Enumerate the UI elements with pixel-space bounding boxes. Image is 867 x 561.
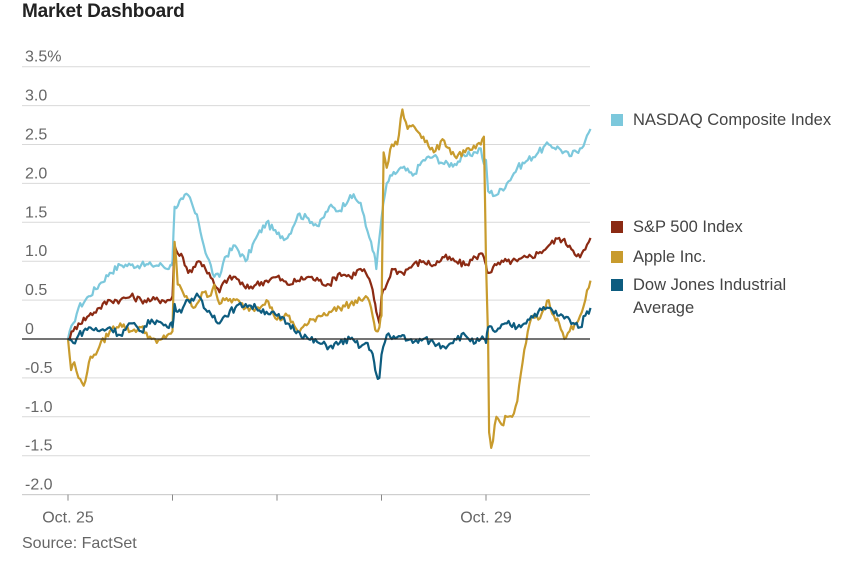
y-tick-label: -1.0 (25, 399, 53, 416)
y-tick-label: -1.5 (25, 438, 53, 455)
series-line-3 (66, 108, 592, 449)
y-tick-label: -0.5 (25, 360, 53, 377)
y-axis-ticks: 3.5% 3.0 2.5 2.0 1.5 1.0 0.5 0 -0.5 -1.0 -1.5 -2.0 (25, 49, 61, 494)
series-line-4 (67, 292, 592, 380)
y-tick-label: 3.0 (25, 88, 47, 105)
x-axis: Oct. 25 Oct. 29 (22, 494, 590, 527)
y-tick-label: 0 (25, 321, 34, 338)
y-tick-label: -2.0 (25, 477, 53, 494)
y-tick-label: 2.0 (25, 165, 47, 182)
legend-label-apple: Apple Inc. (633, 248, 707, 266)
y-tick-label: 1.5 (25, 204, 47, 221)
chart-title: Market Dashboard (22, 1, 185, 22)
series-lines (66, 108, 592, 449)
legend-label-sp500: S&P 500 Index (633, 218, 743, 236)
source-note: Source: FactSet (22, 535, 137, 552)
legend-swatch-nasdaq (611, 114, 623, 126)
legend-swatch-sp500 (611, 221, 623, 233)
x-tick-label: Oct. 25 (42, 510, 94, 527)
y-tick-label: 3.5% (25, 49, 61, 66)
legend-label-dow: Dow Jones Industrial Average (633, 276, 787, 317)
gridlines (22, 66, 590, 496)
series-line-2 (68, 236, 592, 341)
y-tick-label: 1.0 (25, 243, 47, 260)
legend-label-nasdaq: NASDAQ Composite Index (633, 111, 832, 129)
legend-swatch-dow (611, 279, 623, 291)
x-tick-label: Oct. 29 (460, 510, 512, 527)
y-tick-label: 0.5 (25, 282, 47, 299)
legend-swatch-apple (611, 251, 623, 263)
y-tick-label: 2.5 (25, 127, 47, 144)
series-line-1 (66, 128, 592, 340)
